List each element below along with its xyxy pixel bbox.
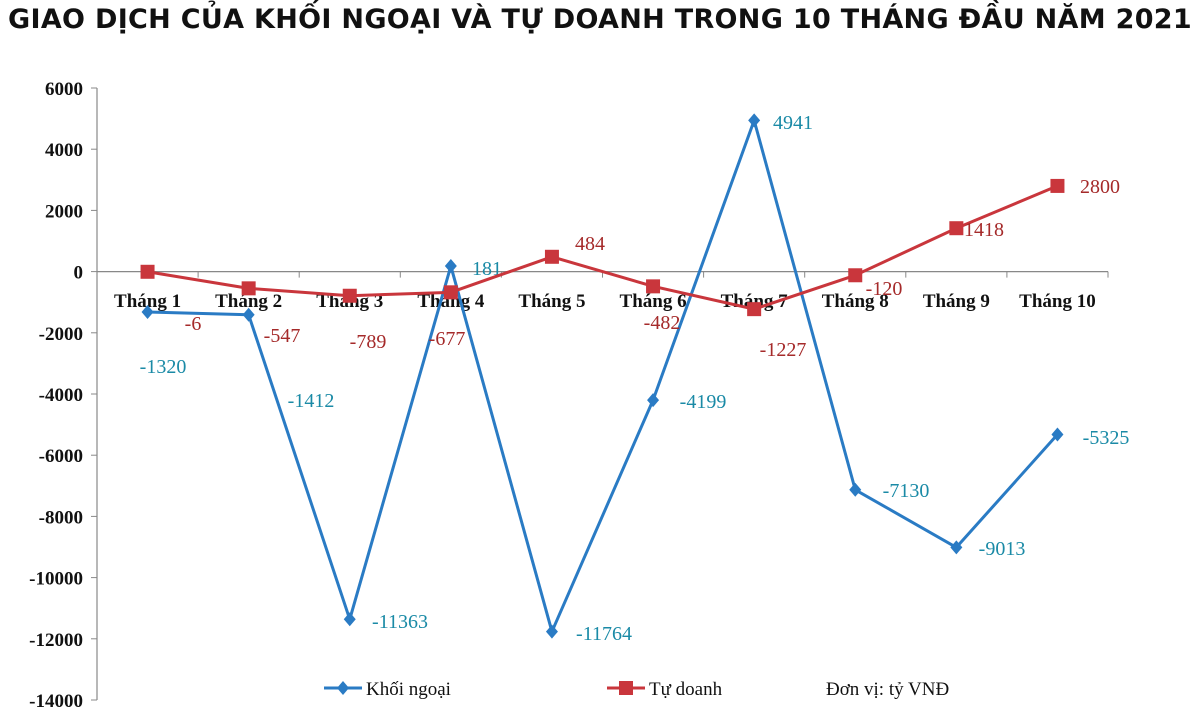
data-point-tu-doanh [140, 264, 155, 279]
data-label: 181 [472, 258, 502, 280]
data-point-khoi-ngoai [444, 259, 457, 274]
data-label: -11363 [372, 611, 428, 633]
data-point-tu-doanh [544, 249, 559, 264]
x-tick-label: Tháng 5 [518, 291, 585, 312]
data-label: -5325 [1083, 427, 1130, 449]
data-point-khoi-ngoai [748, 113, 761, 128]
x-tick-label: Tháng 1 [114, 291, 181, 312]
data-label: 2800 [1080, 176, 1120, 198]
data-label: -547 [264, 325, 301, 347]
x-tick-label: Tháng 8 [822, 291, 889, 312]
data-point-tu-doanh [848, 268, 863, 283]
y-tick-label: 6000 [45, 79, 83, 100]
data-point-khoi-ngoai [343, 612, 356, 627]
data-point-khoi-ngoai [849, 482, 862, 497]
data-point-khoi-ngoai [242, 307, 255, 322]
data-label: -6 [185, 313, 202, 335]
x-tick-label: Tháng 9 [923, 291, 990, 312]
data-label: -1412 [288, 390, 335, 412]
y-tick-label: -4000 [39, 385, 83, 406]
data-point-tu-doanh [646, 279, 661, 294]
data-label: -11764 [576, 623, 632, 645]
y-tick-label: -2000 [39, 324, 83, 345]
legend-label-tu-doanh: Tự doanh [649, 679, 723, 700]
data-point-khoi-ngoai [1051, 427, 1064, 442]
x-tick-label: Tháng 2 [215, 291, 282, 312]
legend-marker-tu-doanh [619, 681, 633, 695]
y-tick-label: -12000 [29, 630, 83, 651]
data-label: 484 [575, 233, 605, 255]
data-label: -1320 [140, 356, 187, 378]
x-tick-label: Tháng 6 [620, 291, 687, 312]
data-label: -9013 [979, 538, 1026, 560]
data-label: -1227 [760, 339, 807, 361]
data-label: 4941 [773, 112, 813, 134]
data-label: -7130 [883, 480, 930, 502]
data-point-tu-doanh [1050, 178, 1065, 193]
data-label: 1418 [964, 219, 1004, 241]
y-tick-label: -8000 [39, 507, 83, 528]
data-label: -4199 [680, 391, 727, 413]
data-point-tu-doanh [949, 221, 964, 236]
series-line-khoi-ngoai [147, 118, 1059, 634]
y-tick-label: -10000 [29, 569, 83, 590]
data-label: -482 [644, 312, 681, 334]
x-tick-label: Tháng 4 [417, 291, 485, 312]
y-tick-label: 0 [74, 263, 84, 284]
data-point-khoi-ngoai [545, 624, 558, 639]
y-tick-label: -6000 [39, 446, 83, 467]
data-point-tu-doanh [747, 302, 762, 317]
y-tick-label: -14000 [29, 691, 83, 712]
y-tick-label: 2000 [45, 201, 83, 222]
data-point-khoi-ngoai [141, 304, 154, 319]
data-point-khoi-ngoai [950, 540, 963, 555]
series-line-tu-doanh [147, 184, 1059, 311]
chart-title: GIAO DỊCH CỦA KHỐI NGOẠI VÀ TỰ DOANH TRO… [8, 4, 1192, 35]
unit-note: Đơn vị: tỷ VNĐ [826, 679, 949, 700]
data-label: -120 [866, 278, 903, 300]
data-label: -677 [429, 328, 466, 350]
data-point-tu-doanh [443, 285, 458, 300]
data-point-tu-doanh [342, 288, 357, 303]
data-label: -789 [350, 331, 387, 353]
x-tick-label: Tháng 10 [1019, 291, 1096, 312]
legend-marker-khoi-ngoai [337, 681, 349, 695]
legend-label-khoi-ngoai: Khối ngoại [366, 679, 451, 700]
y-tick-label: 4000 [45, 140, 83, 161]
data-point-khoi-ngoai [647, 393, 660, 408]
data-point-tu-doanh [241, 281, 256, 296]
